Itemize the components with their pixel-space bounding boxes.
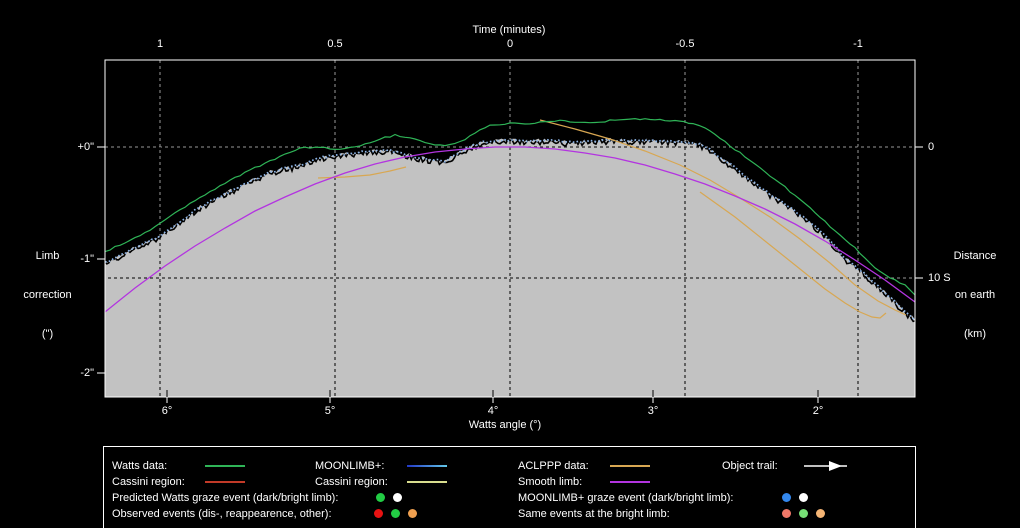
left-axis-title: Limb correction (") — [23, 250, 72, 340]
dist-tick-0: 0 — [928, 141, 935, 153]
bright-other-dot — [816, 509, 825, 518]
legend-label-moonlimb: MOONLIMB+: — [315, 460, 385, 472]
observed-reappearance-dot — [391, 509, 400, 518]
dist-tick-10s: 10 S — [928, 272, 951, 284]
watts-line-swatch — [205, 465, 245, 467]
right-axis-title: Distance on earth (km) — [953, 250, 997, 340]
legend-label-same-events-bright-limb: Same events at the bright limb: — [518, 508, 670, 520]
legend-label-observed-events: Observed events (dis-, reappearence, oth… — [112, 508, 332, 520]
legend-label-moonlimb-graze-events: MOONLIMB+ graze event (dark/bright limb)… — [518, 492, 734, 504]
legend-label-predicted-watts-events: Predicted Watts graze event (dark/bright… — [112, 492, 339, 504]
limb-tick-m1: -1" — [80, 253, 94, 265]
moonlimb-dark-limb-dot — [782, 493, 791, 502]
time-axis-title: Time (minutes) — [472, 24, 546, 36]
cassini-moonlimb-line-swatch — [407, 481, 447, 483]
observed-other-dot — [408, 509, 417, 518]
watts-tick-5: 5° — [324, 405, 336, 417]
time-tick-m1: -1 — [853, 38, 863, 50]
watts-tick-2: 2° — [812, 405, 824, 417]
watts-tick-4: 4° — [487, 405, 499, 417]
cassini-watts-line-swatch — [205, 481, 245, 483]
bright-reappearance-dot — [799, 509, 808, 518]
predicted-dark-limb-dot — [376, 493, 385, 502]
moonlimb-line-swatch — [407, 465, 447, 467]
time-tick-1: 1 — [156, 38, 164, 50]
legend-label-smooth-limb: Smooth limb: — [518, 476, 583, 488]
legend-label-watts-data: Watts data: — [112, 460, 168, 472]
time-tick-m0_5: -0.5 — [675, 38, 695, 50]
limb-tick-m2: -2" — [80, 367, 94, 379]
bright-disappearance-dot — [782, 509, 791, 518]
aclppp-line-swatch — [610, 465, 650, 467]
watts-tick-3: 3° — [647, 405, 659, 417]
object-trail-arrow-icon — [804, 461, 847, 471]
moonlimb-bright-limb-dot — [799, 493, 808, 502]
smooth-limb-line-swatch — [610, 481, 650, 483]
legend-label-cassini-moonlimb: Cassini region: — [315, 476, 388, 488]
time-tick-0_5: 0.5 — [327, 38, 343, 50]
limb-profile-chart[interactable] — [0, 0, 1020, 440]
observed-disappearance-dot — [374, 509, 383, 518]
time-tick-0: 0 — [506, 38, 514, 50]
legend-label-object-trail: Object trail: — [722, 460, 778, 472]
watts-tick-6: 6° — [161, 405, 173, 417]
watts-axis-title: Watts angle (°) — [468, 419, 542, 431]
legend-label-cassini-watts: Cassini region: — [112, 476, 185, 488]
predicted-bright-limb-dot — [393, 493, 402, 502]
legend-box: Watts data: MOONLIMB+: ACLPPP data: Obje… — [103, 446, 916, 528]
legend-label-aclppp: ACLPPP data: — [518, 460, 589, 472]
limb-tick-0: +0" — [77, 141, 94, 153]
